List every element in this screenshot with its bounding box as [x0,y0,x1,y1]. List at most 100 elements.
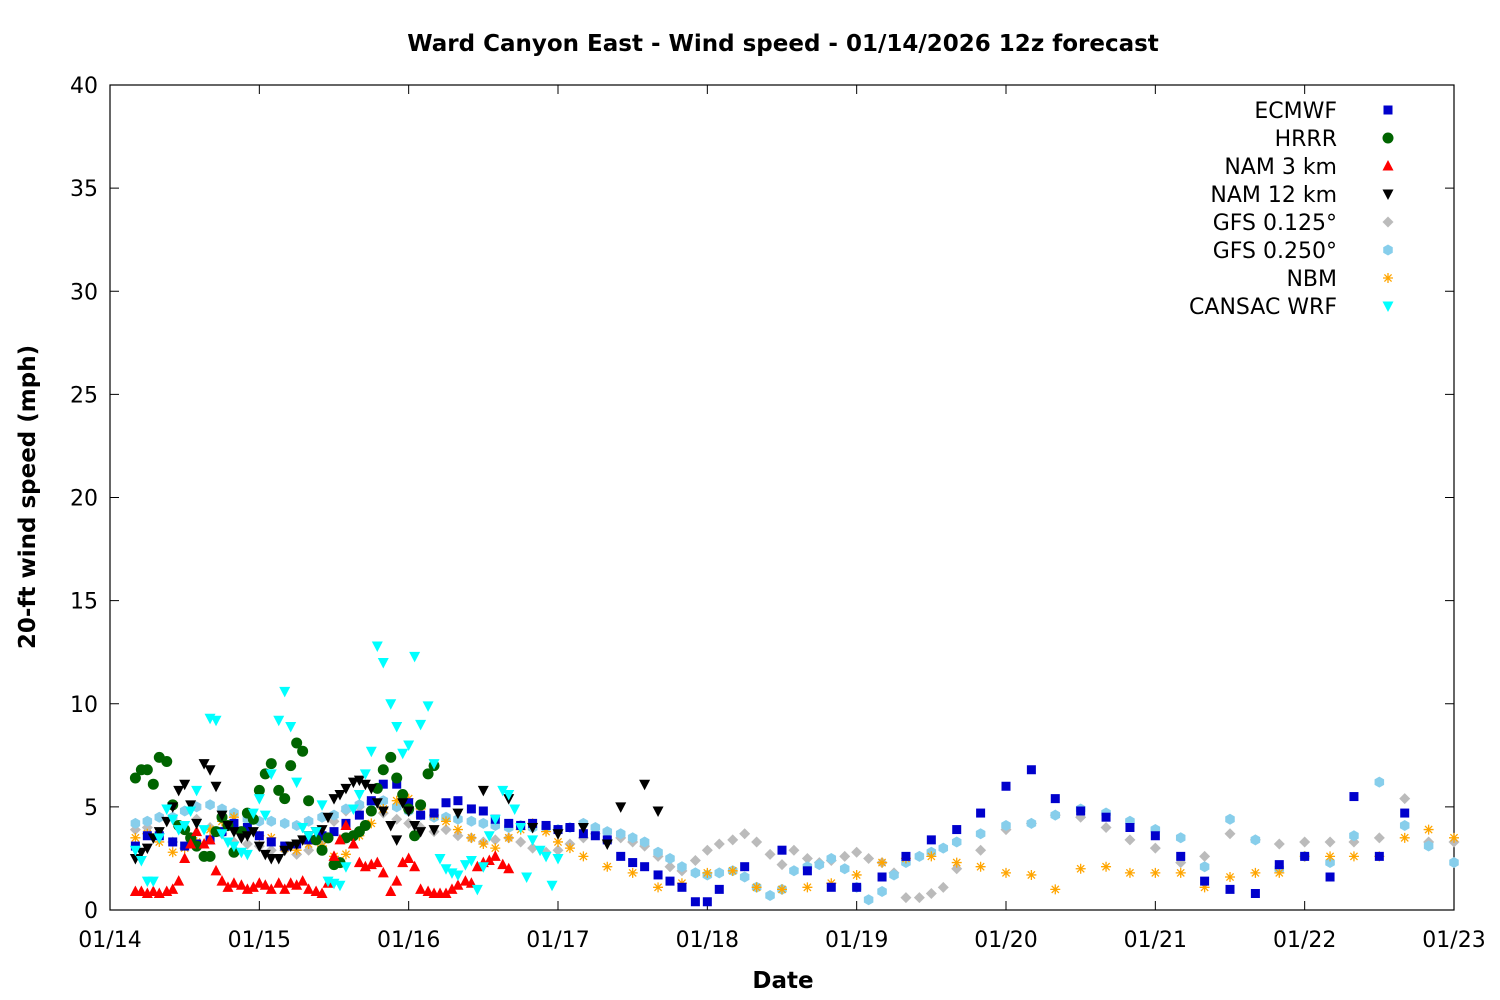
data-point [415,883,427,894]
data-point [365,746,377,758]
y-tick-label: 5 [84,796,98,821]
data-point [1224,828,1236,840]
legend: ECMWF HRRR NAM 3 km NAM 12 km GFS 0.125° GFS … [1189,99,1394,320]
data-point [465,856,477,867]
data-point [1399,793,1411,805]
legend-marker [1383,105,1393,115]
data-point [415,827,427,838]
data-point [801,852,813,864]
data-point [877,857,888,868]
x-tick-label: 01/16 [377,928,440,953]
data-point [1175,832,1186,844]
data-point [341,803,351,815]
data-point [975,828,986,840]
data-point [452,879,464,890]
data-point [1001,867,1011,878]
data-point [168,837,178,847]
data-point [952,825,962,835]
data-point [253,784,265,796]
data-point [478,839,489,849]
data-point [259,879,271,890]
data-point [664,861,676,873]
data-point [639,836,650,848]
data-point [1050,884,1061,895]
data-point [1373,832,1385,844]
data-point [751,836,763,848]
data-point [303,831,315,842]
data-point [310,885,322,896]
series-nam-12-km [129,759,664,865]
data-point [404,798,414,808]
data-point [279,817,290,829]
data-point [391,721,403,733]
data-point [1001,819,1011,831]
data-point [466,832,477,843]
data-point [329,827,339,837]
data-point [147,778,159,790]
data-point [839,863,850,875]
data-point [291,737,303,749]
data-point [334,790,346,801]
data-point [303,795,315,807]
data-point [247,827,259,838]
data-point [452,824,463,835]
data-point [385,885,397,896]
x-tick-label: 01/23 [1422,928,1485,953]
data-point [378,795,389,807]
data-point [130,832,141,843]
data-point [1449,832,1459,843]
data-point [483,831,495,842]
data-point [228,812,239,823]
data-point [353,856,365,868]
data-point [714,867,725,879]
data-point [377,866,389,878]
data-point [938,842,949,854]
data-point [976,808,986,818]
data-point [1225,813,1235,825]
data-point [564,843,575,854]
data-point [751,882,762,893]
data-point [616,851,626,861]
data-point [1200,876,1210,886]
data-point [653,882,664,893]
data-point [689,855,701,866]
data-point [1050,809,1061,821]
data-point [241,831,253,842]
data-point [153,827,165,838]
data-point [627,867,638,878]
data-point [317,831,327,841]
data-point [497,785,509,797]
data-point [329,809,339,821]
x-tick-label: 01/17 [526,928,589,953]
data-point [359,779,371,791]
data-point [316,887,328,898]
data-point [503,862,515,874]
data-series [129,641,1460,907]
data-point [366,818,377,829]
data-point [677,882,687,892]
data-point [552,829,564,840]
data-point [1349,792,1359,802]
data-point [235,833,247,844]
data-point [527,842,539,854]
data-point [228,877,240,888]
data-point [179,852,191,863]
data-point [1075,863,1086,874]
data-point [403,740,415,751]
data-point [161,756,173,767]
data-point [391,801,402,813]
data-point [1325,872,1335,882]
y-tick-label: 15 [70,590,98,615]
legend-marker [1383,273,1393,283]
data-point [653,846,663,858]
data-point [788,844,800,856]
data-point [173,785,185,797]
data-point [161,816,173,828]
data-point [546,880,558,892]
data-point [247,808,259,820]
data-point [353,775,365,787]
data-point [135,856,147,867]
data-point [135,885,147,896]
data-point [391,795,402,806]
data-point [147,885,159,896]
